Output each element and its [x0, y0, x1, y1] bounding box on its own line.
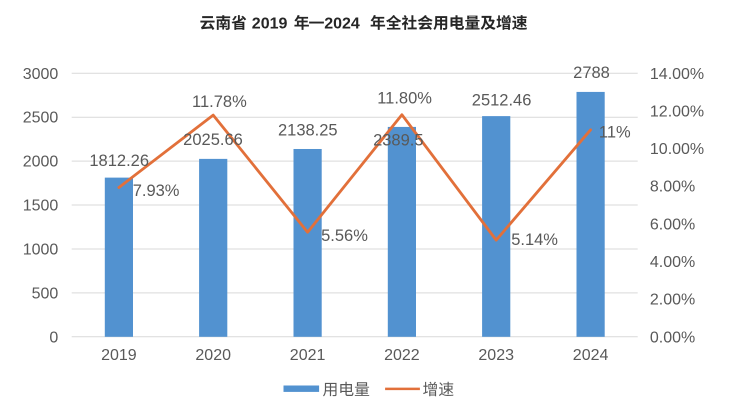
svg-text:4.00%: 4.00%: [650, 254, 695, 271]
svg-text:2021: 2021: [290, 347, 326, 364]
svg-text:5.56%: 5.56%: [321, 227, 368, 245]
svg-text:11%: 11%: [599, 123, 631, 141]
svg-text:14.00%: 14.00%: [650, 66, 704, 83]
svg-text:11.80%: 11.80%: [377, 90, 432, 108]
svg-text:2019: 2019: [252, 16, 288, 33]
svg-text:8.00%: 8.00%: [650, 179, 695, 196]
svg-text:2024: 2024: [573, 347, 609, 364]
svg-text:2.00%: 2.00%: [650, 292, 695, 309]
svg-text:0.00%: 0.00%: [650, 329, 695, 346]
svg-text:2389.5: 2389.5: [373, 131, 423, 149]
svg-text:2025.66: 2025.66: [183, 131, 243, 149]
svg-text:1812.26: 1812.26: [89, 152, 149, 170]
svg-text:500: 500: [32, 285, 59, 302]
svg-text:2019: 2019: [101, 347, 137, 364]
svg-text:6.00%: 6.00%: [650, 216, 695, 233]
svg-text:7.93%: 7.93%: [133, 182, 180, 200]
svg-text:2023: 2023: [478, 347, 514, 364]
svg-text:2500: 2500: [23, 110, 59, 127]
svg-text:5.14%: 5.14%: [511, 231, 558, 249]
svg-text:11.78%: 11.78%: [192, 93, 247, 111]
svg-text:1000: 1000: [23, 242, 59, 259]
svg-text:2788: 2788: [573, 64, 610, 82]
svg-text:2024: 2024: [324, 16, 360, 33]
svg-text:1500: 1500: [23, 198, 59, 215]
svg-text:2022: 2022: [384, 347, 420, 364]
svg-text:2512.46: 2512.46: [472, 92, 532, 110]
svg-text:3000: 3000: [23, 66, 59, 83]
svg-text:2020: 2020: [195, 347, 231, 364]
svg-text:2138.25: 2138.25: [278, 121, 338, 139]
svg-text:0: 0: [49, 329, 58, 346]
svg-text:2000: 2000: [23, 154, 59, 171]
svg-text:12.00%: 12.00%: [650, 103, 704, 120]
svg-text:10.00%: 10.00%: [650, 141, 704, 158]
